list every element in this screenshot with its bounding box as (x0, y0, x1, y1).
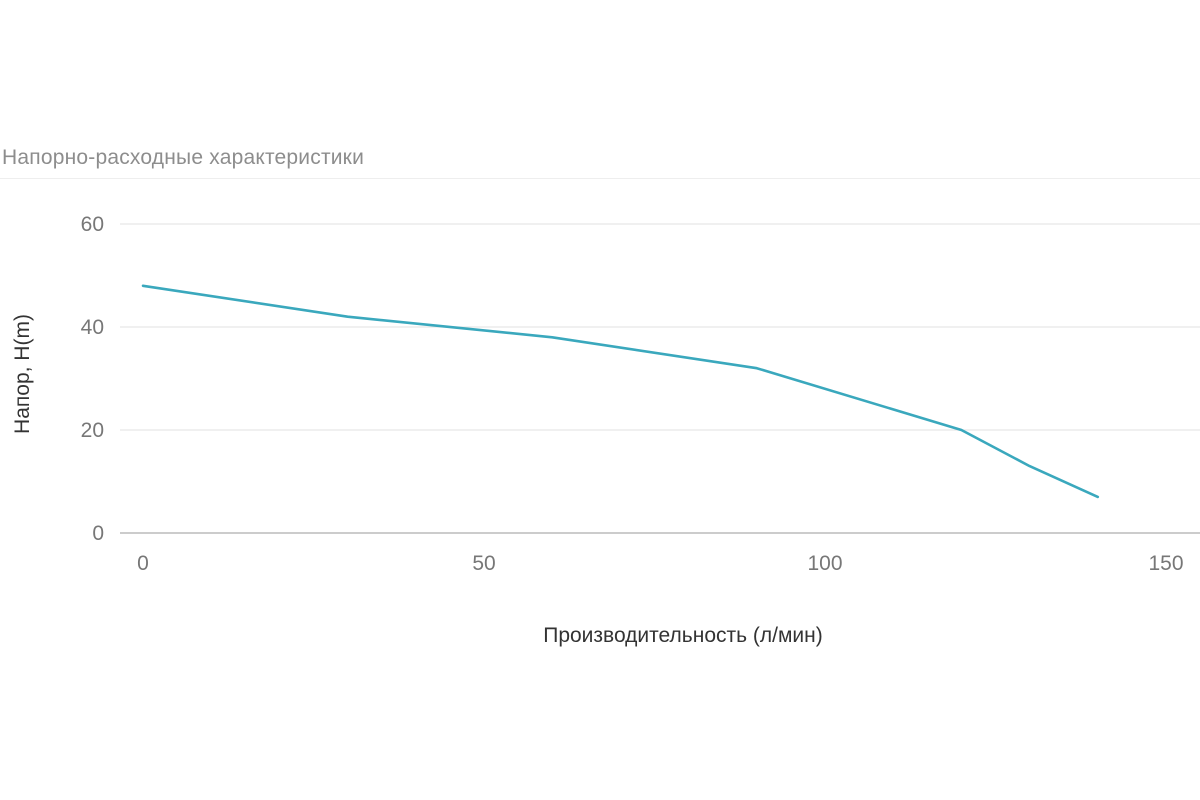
y-tick-label: 0 (92, 522, 104, 545)
x-tick-label: 0 (137, 552, 149, 575)
y-tick-label: 60 (81, 213, 104, 236)
x-axis-ticks: 0 50 100 150 (137, 552, 1183, 575)
y-tick-label: 40 (81, 316, 104, 339)
series-layer (141, 284, 1100, 499)
title-divider (0, 178, 1200, 179)
series-line-0 (141, 284, 1100, 499)
x-tick-label: 100 (807, 552, 842, 575)
gridlines (120, 223, 1200, 534)
y-axis-title: Напор, H(m) (11, 314, 34, 434)
x-axis-title: Производительность (л/мин) (543, 624, 823, 647)
y-tick-label: 20 (81, 419, 104, 442)
y-axis-ticks: 0 20 40 60 (81, 213, 104, 545)
x-tick-label: 50 (472, 552, 495, 575)
x-tick-label: 150 (1148, 552, 1183, 575)
chart-title: Напорно-расходные характеристики (2, 146, 365, 169)
